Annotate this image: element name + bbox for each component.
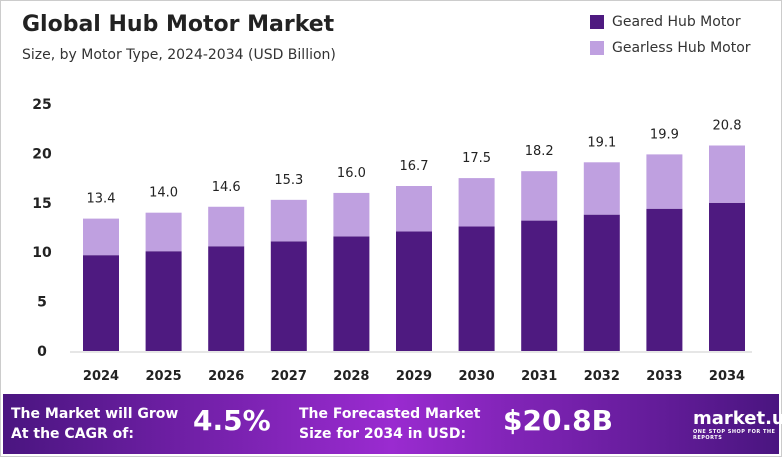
summary-banner: The Market will Grow At the CAGR of: 4.5… <box>3 394 782 454</box>
x-tick-label: 2029 <box>396 369 432 384</box>
bar-segment <box>646 154 683 209</box>
bar-segment <box>396 231 432 351</box>
x-tick-label: 2031 <box>521 369 557 384</box>
y-tick-label: 20 <box>32 146 52 162</box>
total-label: 18.2 <box>525 144 554 159</box>
chart-subtitle: Size, by Motor Type, 2024-2034 (USD Bill… <box>22 47 336 63</box>
total-label: 15.3 <box>274 173 303 188</box>
bar-segment <box>83 218 119 256</box>
bar-segment <box>396 186 432 232</box>
bar-segment <box>208 246 245 351</box>
cagr-text: The Market will Grow At the CAGR of: <box>11 406 179 442</box>
bar-segment <box>521 171 558 221</box>
y-tick-label: 10 <box>32 245 52 261</box>
total-label: 14.6 <box>212 180 241 195</box>
x-tick-label: 2024 <box>83 369 119 384</box>
x-tick-label: 2025 <box>146 369 182 384</box>
bar-segment <box>646 208 683 351</box>
bar-segment <box>521 220 558 351</box>
y-tick-label: 5 <box>37 295 47 311</box>
y-tick-label: 25 <box>32 97 51 113</box>
bar-segment <box>270 241 307 351</box>
bar-segment <box>83 255 119 351</box>
bar-segment <box>709 202 745 351</box>
bar-segment <box>333 192 370 237</box>
cagr-value: 4.5% <box>193 404 271 437</box>
chart: 051015202513.4202414.0202514.6202615.320… <box>32 97 752 384</box>
bar-segment <box>458 226 495 351</box>
bar-segment <box>270 199 307 242</box>
total-label: 16.7 <box>400 159 429 174</box>
bar-segment <box>333 236 370 351</box>
total-label: 13.4 <box>87 192 116 207</box>
total-label: 20.8 <box>713 118 742 133</box>
total-label: 19.9 <box>650 127 679 142</box>
total-label: 17.5 <box>462 151 491 166</box>
total-label: 19.1 <box>587 135 616 150</box>
bar-segment <box>458 178 495 227</box>
x-tick-label: 2030 <box>459 369 495 384</box>
bar-segment <box>709 145 745 203</box>
logo: market.usONE STOP SHOP FOR THE REPORTS <box>693 408 782 441</box>
bar-segment <box>145 251 182 351</box>
bar-segment <box>583 162 620 215</box>
legend-item-geared: Geared Hub Motor <box>590 14 751 30</box>
bar-segment <box>145 212 182 252</box>
forecast-text: The Forecasted Market Size for 2034 in U… <box>299 406 481 442</box>
bar-segment <box>208 206 245 247</box>
x-tick-label: 2026 <box>208 369 244 384</box>
bar-segment <box>583 214 620 351</box>
chart-title: Global Hub Motor Market <box>22 12 335 37</box>
total-label: 14.0 <box>149 186 178 201</box>
legend: Geared Hub Motor Gearless Hub Motor <box>590 14 751 66</box>
y-tick-label: 15 <box>32 196 51 212</box>
forecast-value: $20.8B <box>503 404 613 437</box>
x-tick-label: 2032 <box>584 369 620 384</box>
y-tick-label: 0 <box>37 344 47 360</box>
x-tick-label: 2028 <box>333 369 369 384</box>
legend-item-gearless: Gearless Hub Motor <box>590 40 751 56</box>
x-tick-label: 2027 <box>271 369 307 384</box>
x-tick-label: 2034 <box>709 369 745 384</box>
x-tick-label: 2033 <box>646 369 682 384</box>
total-label: 16.0 <box>337 166 366 181</box>
